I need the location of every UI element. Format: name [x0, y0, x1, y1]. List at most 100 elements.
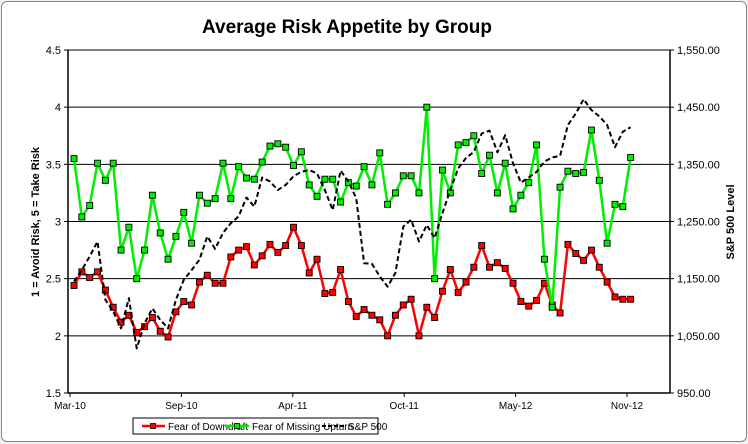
- legend-box: [132, 417, 379, 435]
- data-point: [564, 240, 572, 248]
- data-point: [580, 168, 588, 176]
- data-point: [313, 255, 321, 263]
- data-point: [501, 264, 509, 272]
- data-point: [439, 287, 446, 295]
- data-point: [580, 256, 588, 264]
- y2-tick-label: 1,550.00: [677, 45, 720, 57]
- data-point: [313, 192, 321, 200]
- y-tick-label: 2.5: [46, 274, 61, 286]
- y2-tick-label: 1,350.00: [677, 159, 720, 171]
- data-point: [337, 198, 345, 206]
- y-tick-label: 4: [55, 102, 61, 114]
- data-point: [384, 332, 392, 340]
- series-line-1: [72, 105, 632, 309]
- data-point: [172, 232, 180, 240]
- data-point: [423, 103, 431, 111]
- series-line-2: [73, 98, 632, 350]
- data-point: [282, 242, 290, 249]
- data-point: [297, 148, 305, 156]
- data-point: [78, 213, 86, 221]
- data-point: [274, 140, 282, 148]
- data-point: [627, 154, 635, 161]
- data-point: [250, 261, 258, 269]
- data-point: [454, 288, 462, 296]
- data-point: [321, 175, 329, 183]
- data-point: [399, 172, 407, 180]
- data-point: [446, 266, 454, 273]
- data-point: [101, 176, 109, 184]
- data-point: [164, 333, 172, 341]
- data-point: [266, 142, 274, 150]
- y-tick-label: 1.5: [46, 388, 61, 400]
- data-point: [258, 252, 266, 260]
- data-point: [619, 203, 627, 211]
- legend-label-upturn: Fear of Missing Upturn: [252, 422, 353, 433]
- data-point: [235, 246, 243, 254]
- data-point: [297, 242, 305, 249]
- data-point: [344, 179, 352, 187]
- x-tick-label: Sep-10: [165, 401, 198, 412]
- data-point: [470, 132, 478, 140]
- data-point: [352, 182, 360, 190]
- data-point: [603, 278, 611, 286]
- data-point: [548, 303, 556, 311]
- y2-axis-label: S&P 500 Level: [725, 184, 737, 259]
- x-tick-label: Oct-11: [390, 401, 420, 412]
- data-point: [376, 149, 384, 157]
- data-point: [180, 208, 188, 216]
- x-tick-label: Apr-11: [278, 401, 308, 412]
- data-point: [399, 301, 407, 309]
- data-point: [211, 195, 219, 203]
- data-point: [219, 159, 227, 167]
- y2-tick-label: 950.00: [677, 388, 711, 400]
- data-point: [439, 166, 446, 174]
- data-point: [360, 163, 368, 171]
- data-point: [86, 202, 94, 209]
- legend-label-sp500: S&P 500: [348, 422, 388, 433]
- data-point: [572, 170, 580, 177]
- data-point: [243, 243, 250, 251]
- data-point: [509, 205, 517, 213]
- data-point: [195, 278, 203, 286]
- data-point: [180, 298, 188, 305]
- data-point: [195, 191, 203, 199]
- data-point: [164, 255, 172, 263]
- data-point: [540, 279, 548, 287]
- data-point: [431, 314, 439, 321]
- data-point: [564, 167, 572, 175]
- data-point: [470, 263, 478, 271]
- legend-marker-upturn: [234, 423, 240, 429]
- data-point: [329, 175, 337, 183]
- data-point: [525, 179, 533, 187]
- data-point: [360, 306, 368, 313]
- x-tick-label: May-12: [499, 401, 533, 412]
- y2-tick-label: 1,250.00: [677, 217, 720, 229]
- data-point: [94, 159, 101, 167]
- data-point: [329, 288, 337, 296]
- data-point: [70, 282, 78, 289]
- y-tick-label: 3.5: [46, 159, 61, 171]
- data-point: [368, 311, 376, 319]
- data-point: [203, 271, 211, 279]
- data-point: [243, 174, 250, 182]
- data-point: [305, 269, 313, 277]
- chart-title: Average Risk Appetite by Group: [202, 17, 492, 38]
- data-point: [86, 274, 94, 281]
- data-point: [407, 172, 415, 180]
- data-point: [627, 295, 635, 303]
- legend-label-downdraft: Fear of Downdraft: [168, 422, 248, 433]
- data-point: [274, 248, 282, 256]
- data-point: [235, 163, 243, 171]
- data-point: [133, 275, 141, 283]
- data-point: [290, 223, 297, 231]
- data-point: [478, 170, 486, 177]
- data-point: [517, 191, 525, 199]
- data-point: [305, 181, 313, 189]
- data-point: [290, 162, 297, 169]
- data-point: [266, 240, 274, 248]
- data-point: [493, 259, 501, 267]
- data-point: [344, 298, 352, 305]
- data-point: [533, 141, 541, 149]
- y2-tick-label: 1,150.00: [677, 274, 720, 286]
